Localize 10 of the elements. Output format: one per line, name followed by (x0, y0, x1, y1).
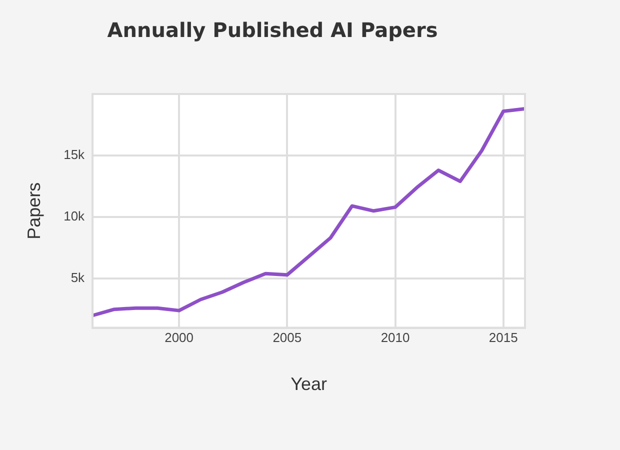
y-tick-label: 5k (70, 270, 86, 286)
x-tick-label: 2005 (272, 330, 302, 346)
x-tick-label: 2010 (380, 330, 410, 346)
y-tick-label: 15k (64, 147, 86, 162)
x-tick-label: 2015 (488, 330, 518, 346)
x-axis-title: Year (290, 374, 327, 394)
chart-title: Annually Published AI Papers (107, 18, 438, 42)
y-tick-label: 10k (64, 208, 86, 224)
x-tick-label: 2000 (164, 330, 194, 346)
y-axis-title: Papers (24, 182, 44, 240)
